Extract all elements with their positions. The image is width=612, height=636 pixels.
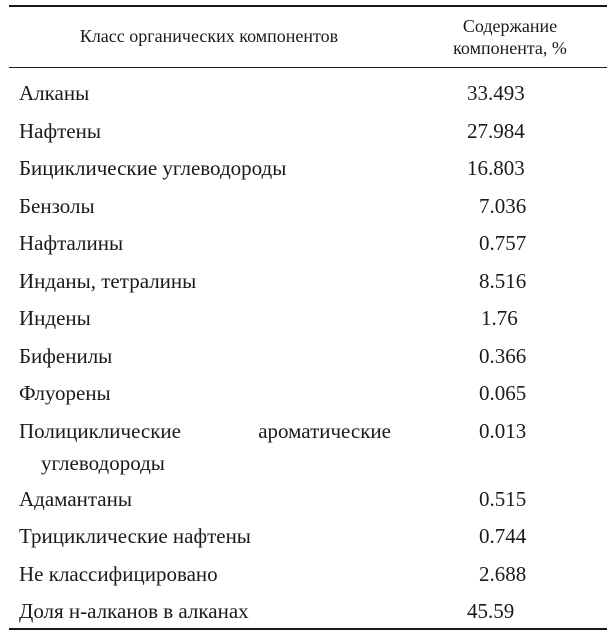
table-row: Бензолы 7.036 <box>0 183 612 221</box>
header-content-column: Содержание компонента, % <box>415 10 605 64</box>
header-class-column: Класс органических компонентов <box>9 5 409 67</box>
row-class-name-line2: углеводороды <box>41 450 165 475</box>
row-class-name: Полициклические ароматические углеводоро… <box>19 415 399 479</box>
table-row: Инданы, тетралины 8.516 <box>0 258 612 296</box>
row-content-value: 0.515 <box>479 486 527 511</box>
row-content-value: 0.757 <box>479 231 527 255</box>
table-row: Нафтены 27.984 <box>0 108 612 146</box>
row-class-name: Нафтены <box>19 118 101 143</box>
row-class-name: Адамантаны <box>19 486 132 511</box>
table-bottom-rule <box>9 628 607 630</box>
row-content-value: 1.76 <box>481 306 518 330</box>
row-class-name: Индены <box>19 306 91 330</box>
table-header-rule <box>9 67 607 68</box>
table-row: Индены 1.76 <box>0 295 612 333</box>
row-content-value: 8.516 <box>479 268 527 293</box>
table-row: Бициклические углеводороды 16.803 <box>0 145 612 183</box>
row-class-name: Не классифицировано <box>19 561 218 586</box>
row-content-value: 16.803 <box>467 156 525 180</box>
row-class-name: Инданы, тетралины <box>19 268 197 293</box>
table-row: Полициклические ароматические углеводоро… <box>0 408 612 476</box>
table-row: Не классифицировано 2.688 <box>0 551 612 589</box>
table-row: Флуорены 0.065 <box>0 370 612 408</box>
header-content-label-line2: компонента, % <box>453 38 567 58</box>
row-class-name: Нафталины <box>19 231 124 255</box>
row-content-value: 45.59 <box>467 599 515 623</box>
row-content-value: 0.744 <box>479 524 527 548</box>
table-row: Адамантаны 0.515 <box>0 476 612 514</box>
table-top-rule <box>9 5 607 7</box>
header-class-label: Класс органических компонентов <box>79 25 339 46</box>
row-class-name: Доля н-алканов в алканах <box>19 599 249 623</box>
row-content-value: 2.688 <box>479 561 527 586</box>
row-content-value: 27.984 <box>467 118 525 143</box>
row-content-value: 33.493 <box>467 81 525 105</box>
row-class-name: Бифенилы <box>19 343 113 368</box>
table-row: Доля н-алканов в алканах 45.59 <box>0 588 612 626</box>
table-body: Алканы 33.493 Нафтены 27.984 Бициклическ… <box>0 70 612 626</box>
row-class-name-line1: Полициклические ароматические <box>19 418 391 443</box>
row-class-name: Трициклические нафтены <box>19 524 251 548</box>
row-content-value: 7.036 <box>479 193 527 218</box>
row-content-value: 0.065 <box>479 381 527 405</box>
table-row: Трициклические нафтены 0.744 <box>0 513 612 551</box>
row-class-name: Бициклические углеводороды <box>19 156 287 180</box>
table-row: Алканы 33.493 <box>0 70 612 108</box>
row-class-name: Флуорены <box>19 381 111 405</box>
table-row: Бифенилы 0.366 <box>0 333 612 371</box>
row-class-name: Алканы <box>19 81 90 105</box>
row-content-value: 0.366 <box>479 343 527 368</box>
table-row: Нафталины 0.757 <box>0 220 612 258</box>
row-class-name: Бензолы <box>19 193 95 218</box>
header-content-label-line1: Содержание <box>462 16 558 36</box>
row-content-value: 0.013 <box>479 418 527 443</box>
